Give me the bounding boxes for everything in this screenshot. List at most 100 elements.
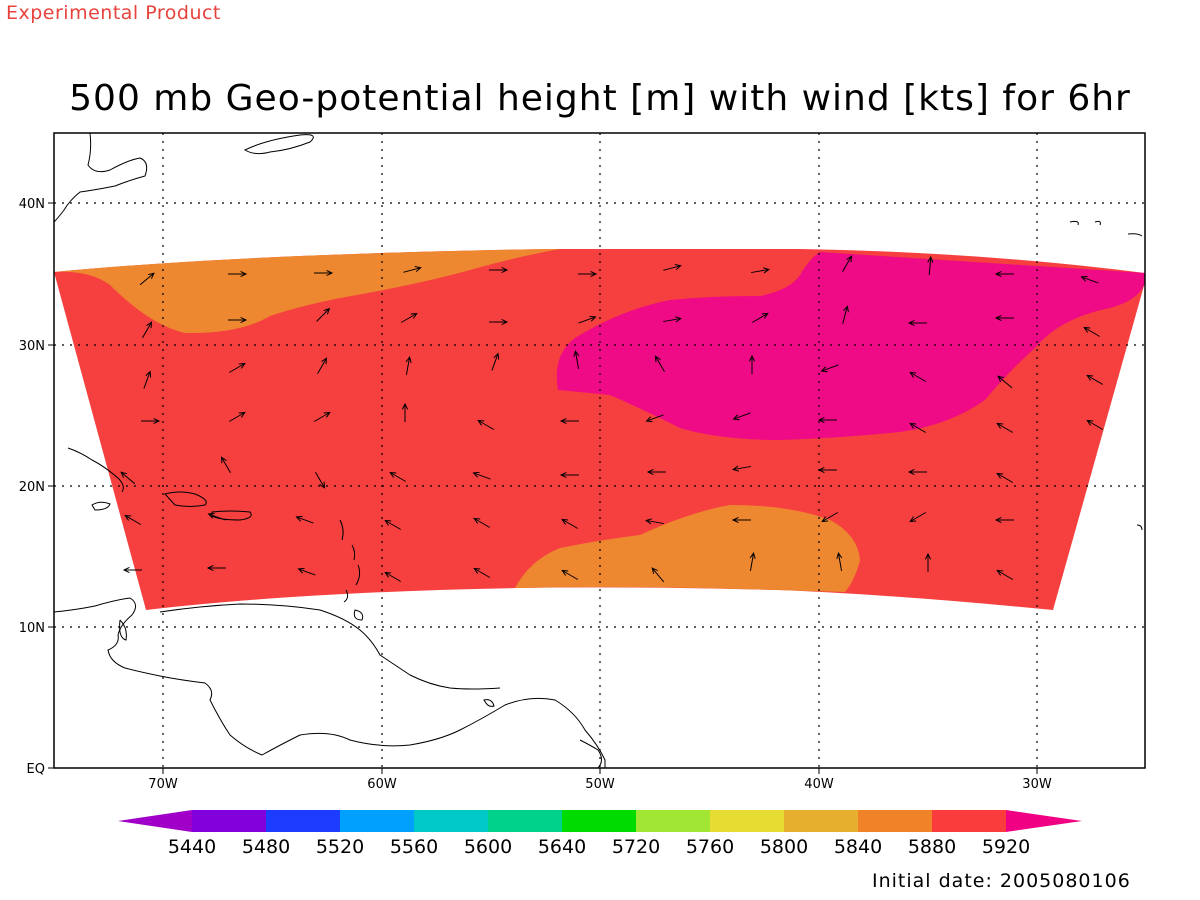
wind-arrow [403,266,422,273]
wind-arrow [401,402,409,422]
colorbar-label: 5440 [168,836,216,858]
wind-arrow [316,307,331,322]
wind-arrow [751,312,769,323]
wind-arrow [143,370,152,389]
wind-arrow [996,472,1014,483]
wind-arrow [1080,275,1099,284]
lat-label-40n: 40N [19,197,45,212]
coast-jamaica [91,501,111,511]
colorbar-labels: 5440 5480 5520 5560 5600 5640 5720 5760 … [168,836,1030,858]
coast-lakes [483,699,495,707]
wind-arrow [122,566,142,574]
colorbar-label: 5480 [242,836,290,858]
wind-arrow [473,567,491,578]
lat-label-20n: 20N [19,480,45,495]
wind-arrow [842,305,849,324]
colorbar-segment [562,810,636,832]
colorbar-segment [636,810,710,832]
colorbar-segment [266,810,340,832]
wind-arrow [578,315,597,324]
wind-arrow [732,465,751,472]
wind-arrow [663,264,682,271]
wind-arrow [561,569,579,580]
wind-arrow [141,417,161,425]
wind-arrow [124,514,142,525]
wind-arrow [389,471,407,482]
colorbar-segment [192,810,266,832]
wind-arrows [120,255,1104,583]
wind-arrow [907,319,927,327]
wind-arrow [751,267,770,274]
wind-arrow [207,512,226,521]
wind-arrow [477,419,495,430]
wind-arrow [994,270,1014,278]
colorbar-segment [488,810,562,832]
colorbar-label: 5600 [464,836,512,858]
wind-arrow [842,255,853,273]
wind-arrow [384,571,402,582]
lat-label-eq: EQ [27,762,45,777]
wind-arrow [295,515,314,524]
coast-azores [1069,220,1143,237]
coast-amazon-mouth [579,739,602,769]
wind-arrow [817,466,837,474]
wind-arrow [820,364,839,373]
wind-arrow [472,471,491,480]
wind-arrow [996,422,1014,433]
experimental-product-label: Experimental Product [6,2,221,24]
wind-arrow [749,552,756,571]
coast-cuba [67,447,124,493]
map-title: 500 mb Geo-potential height [m] with win… [69,78,1131,119]
wind-arrow [1086,419,1104,430]
wind-arrow [489,266,509,274]
lon-label-30w: 30W [1022,777,1052,792]
wind-arrow [651,567,665,583]
coast-north-america [53,132,148,223]
wind-arrow [561,518,579,529]
wind-arrow [645,518,664,525]
lon-label-60w: 60W [367,777,397,792]
wind-arrow [315,471,326,489]
height-region-5840-north [54,249,560,334]
wind-arrow [654,355,665,373]
wind-arrow [120,471,136,485]
wind-arrow [645,414,664,423]
initial-date-text: Initial date: 2005080106 [872,870,1131,892]
coast-hispaniola [164,491,207,507]
lon-label-50w: 50W [585,777,615,792]
wind-arrow [646,468,666,476]
coast-south-america-north [159,603,501,690]
lat-lon-grid [54,133,1145,768]
wind-arrow [228,411,246,422]
wind-arrow [909,371,927,382]
wind-arrow [573,350,580,369]
colorbar [118,810,1082,832]
colorbar-segment [340,810,414,832]
wind-arrow [297,567,316,576]
lon-label-40w: 40W [804,777,834,792]
wind-arrow [994,314,1014,322]
colorbar-label: 5520 [316,836,364,858]
colorbar-label: 5920 [982,836,1030,858]
wind-arrow [997,375,1013,389]
lat-label-10n: 10N [19,621,45,636]
wind-arrow [1083,326,1101,337]
colorbar-arrow-left [118,810,192,832]
wind-arrow [317,357,328,375]
height-region-5920 [556,252,1145,440]
wind-arrow [228,270,248,278]
wind-arrow [405,356,412,375]
wind-arrow [907,468,927,476]
wind-arrow [996,569,1014,580]
wind-arrow [384,519,402,530]
colorbar-label: 5760 [686,836,734,858]
coast-lake-maracaibo [119,619,127,641]
wind-arrow [578,270,598,278]
wind-arrow [559,471,579,479]
colorbar-segment [858,810,932,832]
colorbar-segment [784,810,858,832]
coast-nova-scotia [243,134,314,155]
wind-arrow [927,255,934,276]
wind-arrow [559,417,579,425]
wind-arrow [909,422,927,433]
